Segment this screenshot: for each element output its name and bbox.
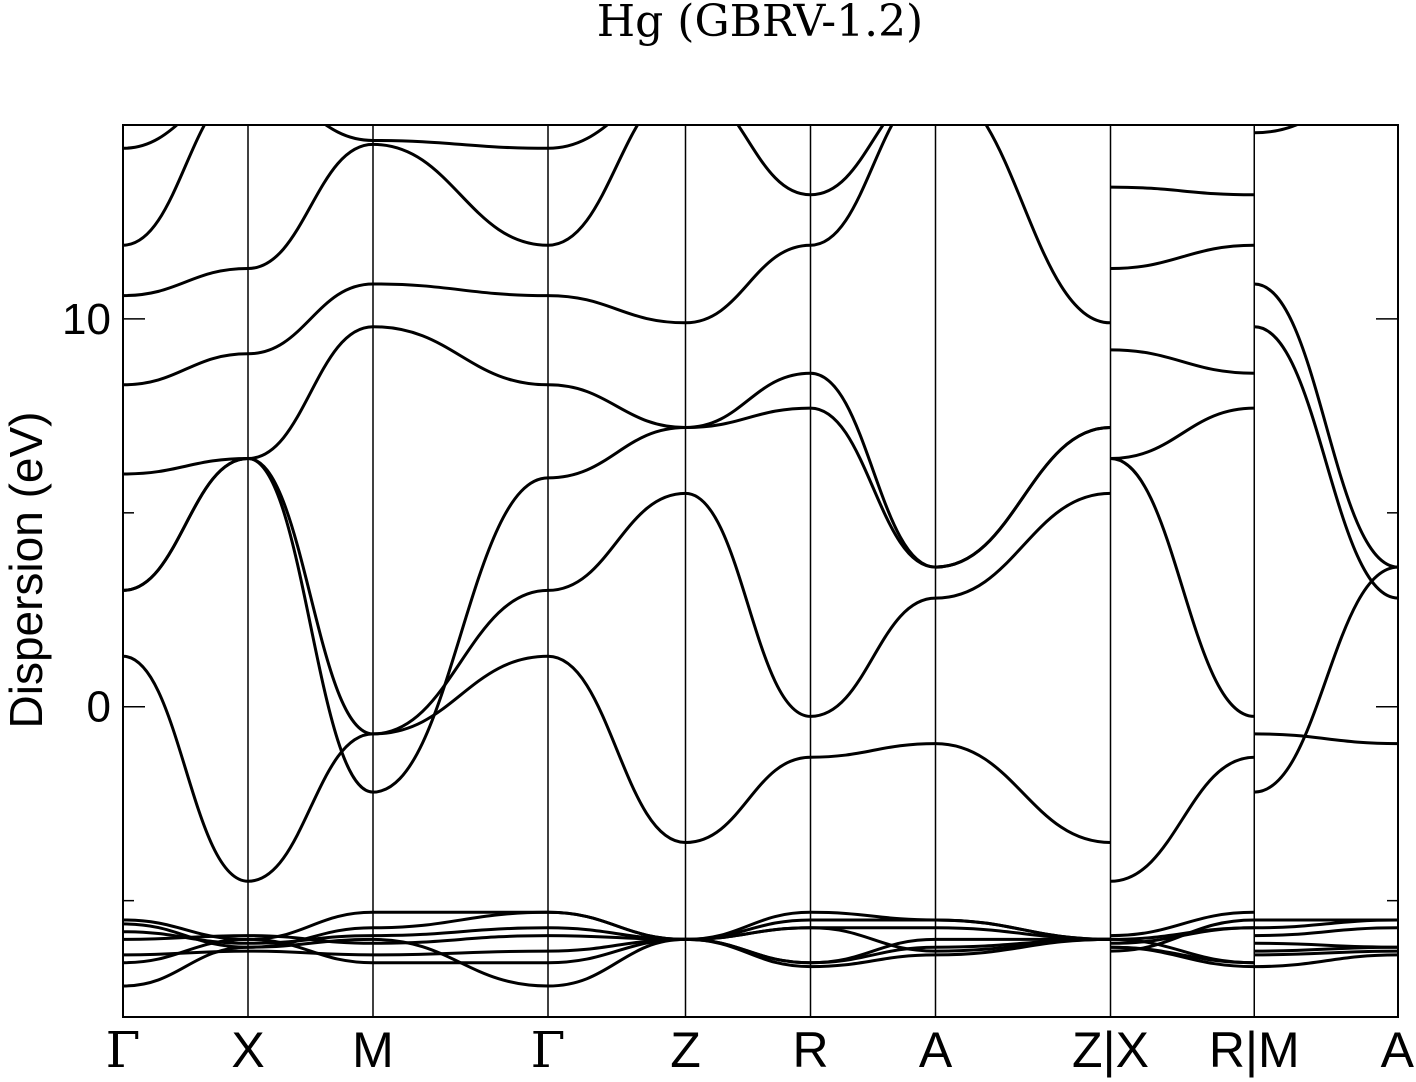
kpoint-vertical-lines <box>247 125 1255 1017</box>
band-line-7 <box>123 125 610 247</box>
kpoint-label: M <box>352 1022 394 1078</box>
kpoint-label: X <box>231 1022 264 1078</box>
kpoint-label: Z|X <box>1072 1022 1149 1078</box>
band-line-5 <box>123 125 1301 387</box>
band-line-15 <box>123 937 1398 988</box>
kpoint-label: R <box>792 1022 828 1078</box>
kpoint-labels: Γ X M Γ Z R A Z|X R|M A <box>106 1021 1415 1079</box>
band-line-13 <box>123 918 1398 957</box>
kpoint-label: Γ <box>106 1021 141 1079</box>
kpoint-label: R|M <box>1209 1022 1300 1078</box>
band-lines <box>123 125 1398 988</box>
band-line-8 <box>123 125 180 150</box>
kpoint-label: Γ <box>531 1021 566 1079</box>
band-line-3 <box>123 325 1398 794</box>
band-line-2 <box>123 457 1398 794</box>
band-line-6 <box>123 125 1255 298</box>
kpoint-label: A <box>1381 1022 1415 1078</box>
y-axis-label: Dispersion (eV) <box>0 412 52 729</box>
y-tick-label: 0 <box>87 683 111 732</box>
band-line-14 <box>123 926 1398 965</box>
band-line-1 <box>123 654 1398 883</box>
chart-title: Hg (GBRV-1.2) <box>597 0 923 47</box>
plot-frame <box>122 124 1399 1018</box>
y-tick-label: 10 <box>62 295 111 344</box>
kpoint-label: A <box>919 1022 953 1078</box>
y-axis-ticks: 0 10 <box>62 295 1398 902</box>
band-line-4 <box>123 282 1398 569</box>
kpoint-label: Z <box>670 1022 701 1078</box>
